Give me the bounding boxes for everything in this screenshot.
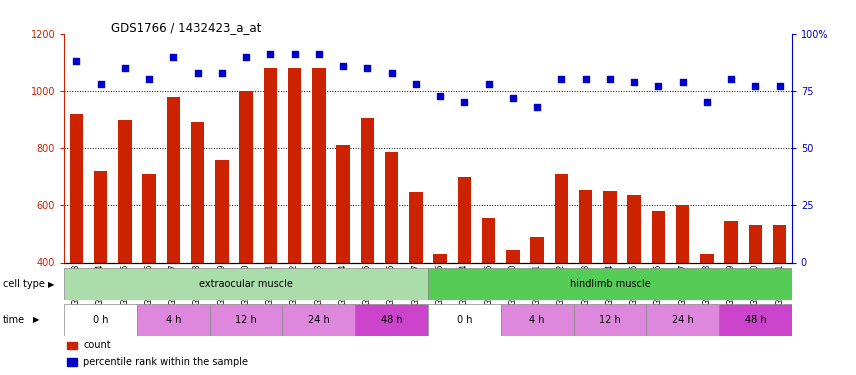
Point [482, 81, 496, 87]
Text: time: time [3, 315, 25, 325]
Bar [67, 358, 77, 366]
Point [166, 54, 180, 60]
Bar [360, 118, 374, 375]
Text: hindlimb muscle: hindlimb muscle [569, 279, 651, 289]
Text: 4 h: 4 h [529, 315, 545, 325]
Bar [719, 304, 792, 336]
Point [555, 76, 568, 82]
Bar [142, 174, 156, 375]
Bar [69, 114, 83, 375]
Text: 0 h: 0 h [92, 315, 109, 325]
Point [603, 76, 616, 82]
Bar [433, 254, 447, 375]
Bar [118, 120, 132, 375]
Bar [215, 160, 229, 375]
Point [69, 58, 83, 64]
Text: 12 h: 12 h [235, 315, 257, 325]
Text: 48 h: 48 h [745, 315, 766, 325]
Bar [282, 304, 355, 336]
Bar [555, 174, 568, 375]
Bar [651, 211, 665, 375]
Bar [210, 304, 282, 336]
Point [579, 76, 592, 82]
Point [312, 51, 325, 57]
Point [288, 51, 301, 57]
Bar [574, 304, 646, 336]
Point [773, 83, 787, 89]
Bar [409, 192, 423, 375]
Text: percentile rank within the sample: percentile rank within the sample [83, 357, 248, 367]
Bar [264, 68, 277, 375]
Bar [288, 68, 301, 375]
Point [191, 70, 205, 76]
Text: 24 h: 24 h [672, 315, 693, 325]
Point [142, 76, 156, 82]
Point [675, 79, 689, 85]
Text: cell type: cell type [3, 279, 45, 289]
Bar [385, 152, 398, 375]
Bar [579, 190, 592, 375]
Bar [64, 268, 428, 300]
Point [93, 81, 108, 87]
Bar [506, 250, 520, 375]
Text: 12 h: 12 h [599, 315, 621, 325]
Bar [700, 254, 714, 375]
Text: 48 h: 48 h [381, 315, 402, 325]
Point [627, 79, 641, 85]
Bar [482, 218, 496, 375]
Bar [531, 237, 544, 375]
Text: extraocular muscle: extraocular muscle [199, 279, 293, 289]
Text: count: count [83, 340, 110, 350]
Bar [458, 177, 471, 375]
Text: 24 h: 24 h [308, 315, 330, 325]
Point [409, 81, 423, 87]
Bar [501, 304, 574, 336]
Text: 0 h: 0 h [456, 315, 473, 325]
Point [506, 95, 520, 101]
Bar [773, 225, 787, 375]
Point [433, 93, 447, 99]
Bar [646, 304, 719, 336]
Bar [94, 171, 107, 375]
Text: ▶: ▶ [48, 280, 55, 289]
Bar [167, 97, 180, 375]
Bar [240, 91, 253, 375]
Bar [428, 268, 792, 300]
Text: GDS1766 / 1432423_a_at: GDS1766 / 1432423_a_at [111, 21, 262, 34]
Bar [67, 342, 77, 350]
Point [336, 63, 350, 69]
Point [239, 54, 253, 60]
Point [264, 51, 277, 57]
Bar [336, 145, 350, 375]
Point [748, 83, 762, 89]
Text: 4 h: 4 h [165, 315, 181, 325]
Bar [137, 304, 210, 336]
Bar [64, 304, 137, 336]
Point [118, 65, 132, 71]
Text: ▶: ▶ [33, 315, 39, 324]
Bar [355, 304, 428, 336]
Point [724, 76, 738, 82]
Point [215, 70, 229, 76]
Bar [603, 191, 616, 375]
Bar [676, 206, 689, 375]
Point [384, 70, 398, 76]
Point [360, 65, 374, 71]
Point [700, 99, 714, 105]
Bar [724, 221, 738, 375]
Point [457, 99, 471, 105]
Bar [428, 304, 501, 336]
Bar [749, 225, 762, 375]
Point [651, 83, 665, 89]
Point [530, 104, 544, 110]
Bar [627, 195, 641, 375]
Bar [191, 122, 205, 375]
Bar [312, 68, 325, 375]
